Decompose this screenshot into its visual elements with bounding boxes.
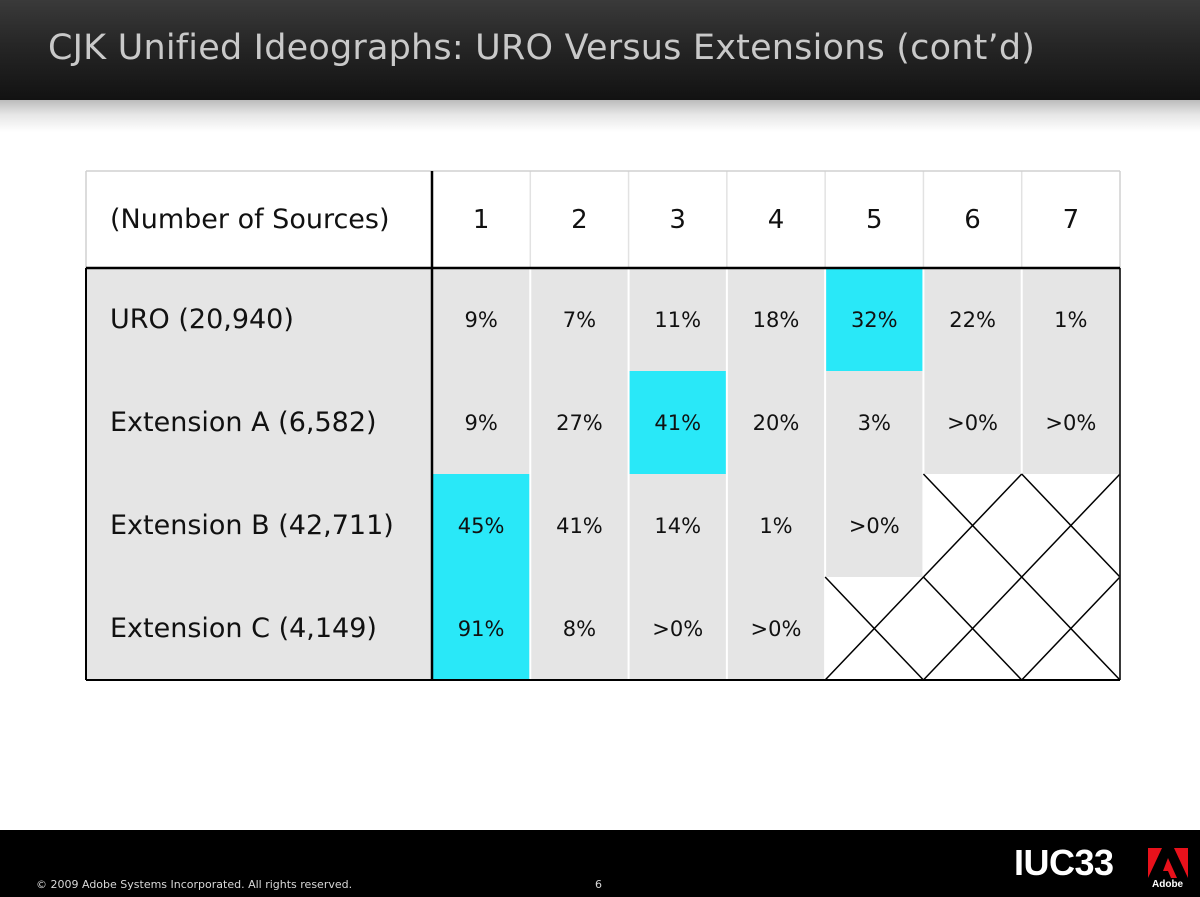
row-label: URO (20,940) (86, 268, 432, 371)
column-header-7: 7 (1021, 171, 1120, 268)
value-cell: 9% (432, 268, 531, 371)
value-cell: 14% (628, 474, 727, 577)
row-label: Extension C (4,149) (86, 577, 432, 680)
value-cell: >0% (923, 371, 1022, 474)
corner-header-label: (Number of Sources) (86, 171, 432, 268)
not-applicable-cell (825, 577, 924, 680)
value-cell: >0% (1021, 371, 1120, 474)
value-cell: 41% (530, 474, 629, 577)
value-cell: 1% (1021, 268, 1120, 371)
footer-copyright: © 2009 Adobe Systems Incorporated. All r… (36, 878, 353, 891)
value-cell: 18% (726, 268, 826, 371)
column-header-6: 6 (923, 171, 1022, 268)
highlighted-value-cell: 45% (432, 474, 531, 577)
value-cell: 3% (825, 371, 924, 474)
value-cell: >0% (628, 577, 727, 680)
value-cell: 1% (726, 474, 826, 577)
column-header-4: 4 (726, 171, 826, 268)
footer-page-number: 6 (595, 878, 602, 891)
column-header-2: 2 (530, 171, 629, 268)
value-cell: 8% (530, 577, 629, 680)
footer: © 2009 Adobe Systems Incorporated. All r… (0, 830, 1200, 897)
not-applicable-cell (1021, 474, 1120, 577)
row-label: Extension B (42,711) (86, 474, 432, 577)
column-header-1: 1 (432, 171, 531, 268)
title-shadow (0, 100, 1200, 132)
column-header-5: 5 (825, 171, 924, 268)
highlighted-value-cell: 32% (825, 268, 924, 371)
adobe-wordmark: Adobe (1152, 879, 1184, 890)
value-cell: 27% (530, 371, 629, 474)
value-cell: >0% (825, 474, 924, 577)
not-applicable-cell (1021, 577, 1120, 680)
adobe-logo-icon (1148, 848, 1188, 878)
value-cell: 7% (530, 268, 629, 371)
not-applicable-cell (923, 577, 1022, 680)
row-label: Extension A (6,582) (86, 371, 432, 474)
title-bar: CJK Unified Ideographs: URO Versus Exten… (0, 0, 1200, 100)
column-header-3: 3 (628, 171, 727, 268)
value-cell: 9% (432, 371, 531, 474)
highlighted-value-cell: 91% (432, 577, 531, 680)
not-applicable-cell (923, 474, 1022, 577)
value-cell: 11% (628, 268, 727, 371)
value-cell: >0% (726, 577, 826, 680)
slide-title: CJK Unified Ideographs: URO Versus Exten… (48, 28, 1036, 68)
value-cell: 20% (726, 371, 826, 474)
conference-logo: IUC33 (1014, 842, 1114, 883)
highlighted-value-cell: 41% (628, 371, 727, 474)
value-cell: 22% (923, 268, 1022, 371)
